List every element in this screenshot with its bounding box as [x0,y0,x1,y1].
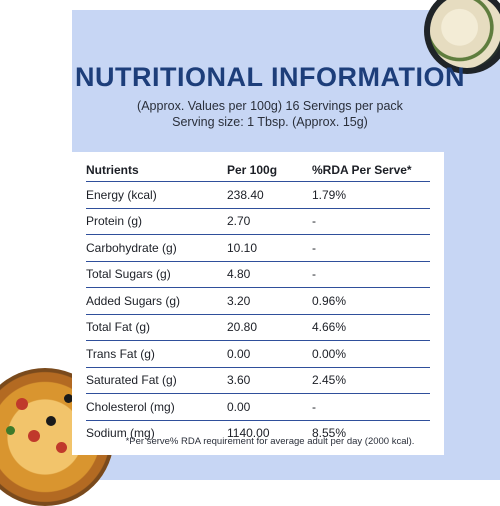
per-100g-value: 0.00 [227,399,251,414]
per-100g-value: 1140.00 [227,426,270,441]
nutrient-name: Sodium (mg) [86,426,155,441]
table-header-row: Nutrients Per 100g %RDA Per Serve* [86,159,430,182]
nutrition-table: Nutrients Per 100g %RDA Per Serve* Energ… [86,159,430,446]
table-row: Added Sugars (g) 3.20 0.96% [86,287,430,315]
column-header-nutrients: Nutrients [86,163,139,177]
herb-topping-icon [6,426,15,435]
column-header-per-100g: Per 100g [227,163,278,177]
tomato-topping-icon [16,398,28,410]
per-100g-value: 3.20 [227,293,251,308]
subtitle-serving-size: Serving size: 1 Tbsp. (Approx. 15g) [172,115,368,129]
footnote: *Per serve% RDA requirement for average … [125,436,415,447]
table-row: Sodium (mg) 1140.00 8.55% [86,420,430,446]
nutrient-name: Energy (kcal) [86,187,157,202]
page-title: NUTRITIONAL INFORMATION [75,62,465,92]
nutrient-name: Trans Fat (g) [86,346,155,361]
rda-value: 0.00% [312,346,347,361]
subtitle-servings: (Approx. Values per 100g) 16 Servings pe… [137,99,403,113]
table-row: Saturated Fat (g) 3.60 2.45% [86,367,430,394]
per-100g-value: 10.10 [227,240,258,255]
nutrient-name: Added Sugars (g) [86,293,181,308]
per-100g-value: 0.00 [227,346,251,361]
tomato-topping-icon [56,442,67,453]
table-row: Energy (kcal) 238.40 1.79% [86,181,430,209]
nutrition-card [72,152,444,455]
rda-value: - [312,240,316,255]
rda-value: - [312,214,316,229]
table-row: Carbohydrate (g) 10.10 - [86,234,430,262]
per-100g-value: 4.80 [227,267,251,282]
table-row: Total Sugars (g) 4.80 - [86,261,430,288]
olive-topping-icon [46,416,56,426]
table-row: Total Fat (g) 20.80 4.66% [86,314,430,341]
olive-topping-icon [64,394,73,403]
rda-value: 4.66% [312,320,347,335]
nutrient-name: Saturated Fat (g) [86,373,177,388]
nutrient-name: Cholesterol (mg) [86,399,175,414]
per-100g-value: 20.80 [227,320,258,335]
nutrient-name: Total Fat (g) [86,320,151,335]
pasta-plate-icon [430,0,500,68]
column-header-rda: %RDA Per Serve* [312,163,412,177]
nutrient-name: Total Sugars (g) [86,267,171,282]
per-100g-value: 238.40 [227,187,264,202]
rda-value: 1.79% [312,187,347,202]
rda-value: 0.96% [312,293,347,308]
table-row: Trans Fat (g) 0.00 0.00% [86,340,430,368]
rda-value: - [312,399,316,414]
nutrient-name: Carbohydrate (g) [86,240,177,255]
table-row: Protein (g) 2.70 - [86,208,430,235]
per-100g-value: 3.60 [227,373,251,388]
rda-value: 2.45% [312,373,347,388]
table-row: Cholesterol (mg) 0.00 - [86,393,430,421]
tomato-topping-icon [28,430,40,442]
nutrient-name: Protein (g) [86,214,143,229]
per-100g-value: 2.70 [227,214,251,229]
rda-value: - [312,267,316,282]
rda-value: 8.55% [312,426,347,441]
pasta-bowl-photo [424,0,500,74]
